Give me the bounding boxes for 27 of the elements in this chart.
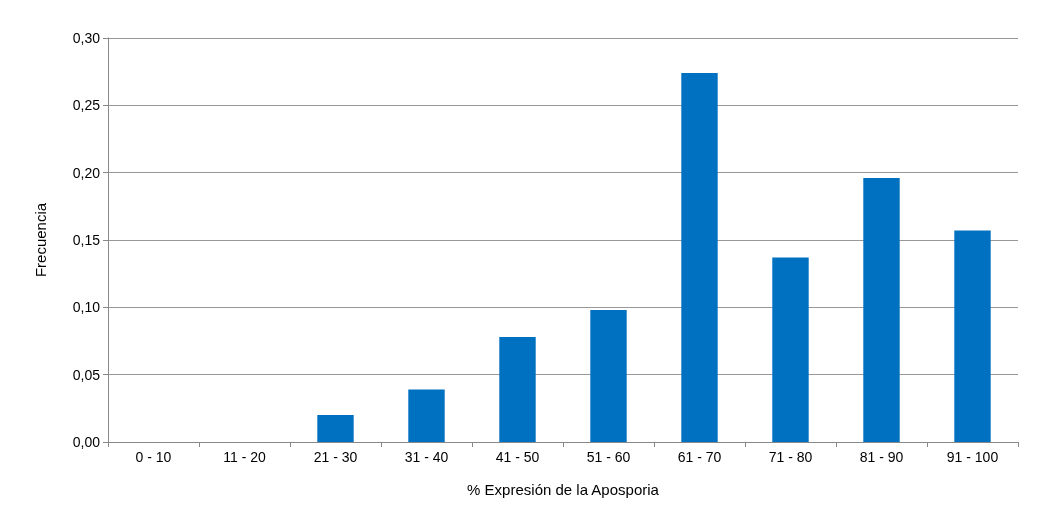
x-tick-label: 71 - 80 — [768, 449, 813, 465]
bar — [681, 73, 718, 442]
x-axis-title: % Expresión de la Aposporia — [467, 481, 660, 498]
bar — [499, 336, 536, 442]
x-tick-label: 21 - 30 — [313, 449, 358, 465]
bar — [954, 230, 991, 442]
x-tick-label: 61 - 70 — [677, 449, 722, 465]
bar — [590, 310, 627, 442]
y-axis-title: Frecuencia — [32, 202, 49, 278]
x-tick-label: 81 - 90 — [859, 449, 904, 465]
y-tick-label: 0,05 — [72, 366, 101, 383]
x-tick-label: 91 - 100 — [946, 449, 999, 465]
bar — [317, 415, 354, 442]
x-tick-label: 0 - 10 — [135, 449, 172, 465]
y-tick-label: 0,25 — [72, 97, 101, 114]
y-tick-label: 0,10 — [72, 299, 101, 316]
bar — [863, 178, 900, 442]
y-tick-label: 0,20 — [72, 164, 101, 181]
y-tick-label: 0,30 — [72, 30, 101, 46]
x-tick-label: 51 - 60 — [586, 449, 631, 465]
y-tick-label: 0,15 — [72, 232, 101, 248]
x-tick-label: 31 - 40 — [404, 449, 449, 465]
bar — [408, 389, 445, 442]
y-tick-label: 0,00 — [72, 434, 101, 450]
x-tick-label: 41 - 50 — [495, 449, 540, 465]
bar — [772, 257, 809, 442]
x-tick-label: 11 - 20 — [223, 449, 266, 465]
